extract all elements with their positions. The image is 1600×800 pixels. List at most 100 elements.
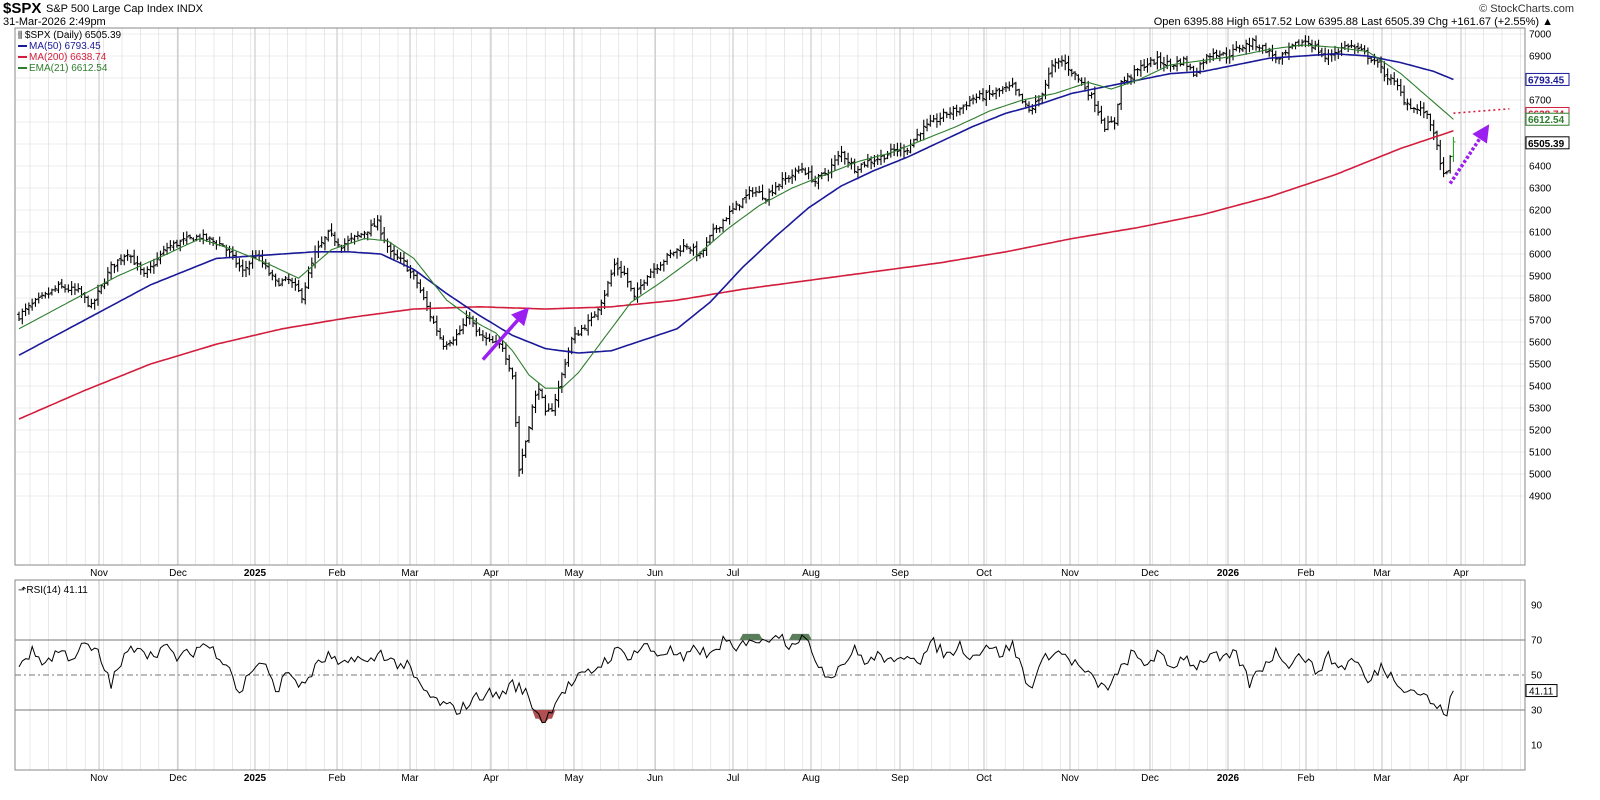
rsi-y-axis: 10 30 50 70 90 <box>1531 601 1543 752</box>
rsi-series-layer: 41.11 <box>18 633 1558 724</box>
price-y-tick-label: 5800 <box>1529 294 1552 305</box>
price-y-tick-label: 5300 <box>1529 404 1552 415</box>
price-y-tick-label: 5700 <box>1529 316 1552 327</box>
rsi-legend-label: RSI(14) 41.11 <box>26 585 88 596</box>
rsi-x-tick-label: Mar <box>401 773 419 784</box>
annotation-layer <box>481 108 1510 361</box>
price-y-tick-label: 6100 <box>1529 228 1552 239</box>
price-x-tick-label: Jul <box>727 568 740 579</box>
price-x-tick-label: Mar <box>1373 568 1391 579</box>
legend-item-ma50: MA(50) 6793.45 <box>18 41 121 52</box>
rsi-x-tick-label: Nov <box>1061 773 1079 784</box>
watermark: © StockCharts.com <box>1479 3 1574 15</box>
chart-date: 31-Mar-2026 2:49pm <box>3 16 106 28</box>
price-x-tick-label: Apr <box>483 568 499 579</box>
rsi-gridlines <box>15 580 1525 770</box>
rsi-x-tick-label: May <box>565 773 584 784</box>
rsi-x-tick-label: Jun <box>647 773 663 784</box>
rsi-legend: ⬏RSI(14) 41.11 <box>18 585 88 596</box>
dotted-projection-arrow <box>1448 124 1490 185</box>
price-y-tick-label: 5600 <box>1529 338 1552 349</box>
price-x-tick-label: 2025 <box>244 568 267 579</box>
price-y-tick-label: 6300 <box>1529 184 1552 195</box>
price-x-tick-label: Nov <box>90 568 108 579</box>
legend-item-ema21: EMA(21) 6612.54 <box>18 63 121 74</box>
quote-summary: Open 6395.88 High 6517.52 Low 6395.88 La… <box>1153 16 1553 28</box>
price-y-tick-label: 5200 <box>1529 426 1552 437</box>
price-x-tick-label: Oct <box>976 568 992 579</box>
price-y-axis: 4900 5000 5100 5200 5300 5400 5500 5600 5700 5800… <box>1529 30 1552 503</box>
price-series-layer <box>17 35 1456 477</box>
rsi-x-tick-label: 2026 <box>1217 773 1240 784</box>
price-x-tick-label: Feb <box>1297 568 1315 579</box>
legend-item-price: ⫼ $SPX (Daily) 6505.39 <box>18 30 121 41</box>
rsi-x-tick-label: Aug <box>802 773 820 784</box>
price-x-tick-label: Sep <box>891 568 909 579</box>
price-y-tick-label: 6900 <box>1529 52 1552 63</box>
bar-icon: ⫼ <box>18 30 23 40</box>
rsi-oversold-fill <box>532 710 556 723</box>
legend-label: MA(200) 6638.74 <box>29 52 107 63</box>
rsi-value-tag-box <box>1525 684 1558 698</box>
ema21-line <box>18 44 1454 389</box>
price-y-tick-label: 5000 <box>1529 470 1552 481</box>
price-x-tick-label: Nov <box>1061 568 1079 579</box>
price-y-tick-label: 4900 <box>1529 492 1552 503</box>
legend-swatch <box>18 67 27 70</box>
price-y-tick-label: 6000 <box>1529 250 1552 261</box>
ma50-line <box>18 52 1454 356</box>
price-x-tick-label: Aug <box>802 568 820 579</box>
price-x-tick-label: 2026 <box>1217 568 1240 579</box>
price-x-tick-label: Mar <box>401 568 419 579</box>
price-tag-box <box>1525 72 1570 86</box>
rsi-x-tick-label: Feb <box>1297 773 1315 784</box>
price-y-tick-label: 6200 <box>1529 206 1552 217</box>
price-y-tick-label: 7000 <box>1529 30 1552 41</box>
price-frame-rect <box>14 27 1526 566</box>
rsi-x-tick-label: Nov <box>90 773 108 784</box>
index-name: S&P 500 Large Cap Index INDX <box>46 3 203 15</box>
price-x-tick-label: Jun <box>647 568 663 579</box>
price-panel-frame <box>14 27 1526 566</box>
price-tag-label: 6505.39 <box>1528 139 1565 150</box>
rsi-frame-rect <box>14 579 1526 771</box>
price-y-tick-label: 6400 <box>1529 162 1552 173</box>
rsi-y-tick-label: 30 <box>1531 706 1543 717</box>
price-tag-label: 6793.45 <box>1528 75 1565 86</box>
rsi-x-tick-label: Feb <box>328 773 346 784</box>
price-legend: ⫼ $SPX (Daily) 6505.39 MA(50) 6793.45 MA… <box>18 30 121 74</box>
line-icon: ⬏ <box>18 585 27 596</box>
rsi-y-tick-label: 90 <box>1531 601 1543 612</box>
exchange-code: INDX <box>176 3 203 15</box>
solid-trend-arrow <box>481 307 530 361</box>
price-x-tick-label: Feb <box>328 568 346 579</box>
price-y-tick-label: 5400 <box>1529 382 1552 393</box>
price-x-tick-label: Dec <box>169 568 187 579</box>
rsi-x-tick-label: Apr <box>1453 773 1469 784</box>
ma200-line <box>18 130 1454 420</box>
price-tag-label: 6612.54 <box>1528 115 1565 126</box>
rsi-y-tick-label: 10 <box>1531 741 1543 752</box>
legend-label: $SPX (Daily) 6505.39 <box>24 30 122 41</box>
rsi-x-tick-label: Sep <box>891 773 909 784</box>
legend-label: EMA(21) 6612.54 <box>29 63 108 74</box>
price-y-tick-label: 6700 <box>1529 96 1552 107</box>
dotted-ma200-extension <box>1453 108 1510 114</box>
price-y-tick-label: 5900 <box>1529 272 1552 283</box>
price-tag-box <box>1525 136 1570 150</box>
rsi-x-tick-label: Dec <box>169 773 187 784</box>
rsi-x-tick-label: Oct <box>976 773 992 784</box>
rsi-x-tick-label: Apr <box>483 773 499 784</box>
rsi-x-tick-label: Jul <box>727 773 740 784</box>
rsi-line <box>18 633 1454 724</box>
rsi-y-tick-label: 70 <box>1531 636 1543 647</box>
rsi-x-tick-label: 2025 <box>244 773 267 784</box>
price-y-tick-label: 5500 <box>1529 360 1552 371</box>
price-tag-box <box>1525 112 1570 126</box>
rsi-overbought-fill <box>739 633 763 640</box>
symbol-title: $SPX <box>3 0 42 17</box>
rsi-y-tick-label: 50 <box>1531 671 1543 682</box>
price-y-tick-label: 5100 <box>1529 448 1552 459</box>
